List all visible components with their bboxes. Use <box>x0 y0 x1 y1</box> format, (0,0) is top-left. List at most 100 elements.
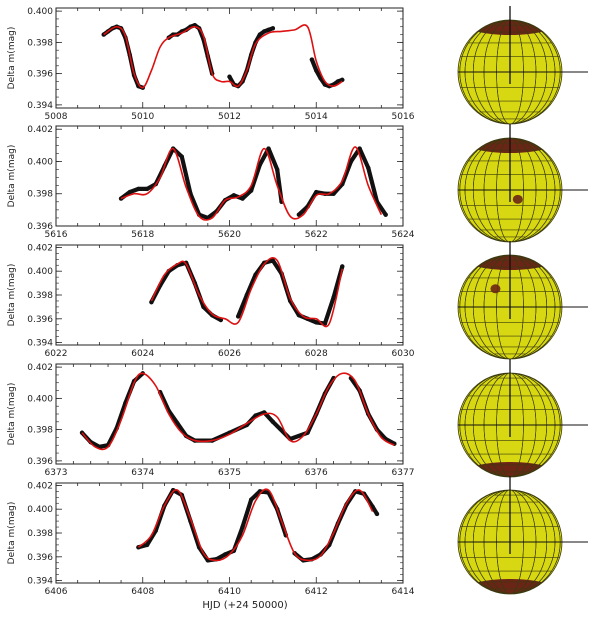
y-tick-label: 0.396 <box>27 457 53 467</box>
x-tick-label: 5624 <box>392 230 415 240</box>
x-tick-label: 6377 <box>392 468 415 478</box>
x-tick-label: 6028 <box>305 349 328 359</box>
observed-point <box>314 68 319 73</box>
y-tick-label: 0.400 <box>27 394 53 404</box>
y-tick-label: 0.402 <box>27 125 53 135</box>
observed-point <box>296 212 302 217</box>
observed-point <box>218 317 224 323</box>
observed-point <box>270 419 276 425</box>
observed-series <box>166 23 215 76</box>
observed-series <box>348 375 397 446</box>
y-tick-label: 0.398 <box>27 38 53 48</box>
model-series <box>150 257 344 328</box>
y-tick-label: 0.398 <box>27 426 53 436</box>
x-tick-label: 5620 <box>218 230 241 240</box>
x-tick-label: 6406 <box>45 587 68 597</box>
observed-point <box>270 26 276 31</box>
y-tick-label: 0.402 <box>27 481 53 491</box>
x-tick-label: 5010 <box>131 112 154 122</box>
star-model-epoch-5 <box>457 476 588 595</box>
observed-point <box>127 189 132 195</box>
y-tick-label: 0.394 <box>27 339 53 349</box>
observed-series <box>292 489 380 563</box>
observed-point <box>179 154 184 159</box>
observed-point <box>144 542 150 548</box>
y-tick-label: 0.394 <box>27 101 53 111</box>
y-axis-label: Delta m(mag) <box>7 383 17 446</box>
observed-point <box>357 146 362 151</box>
observed-point <box>222 552 228 557</box>
star-model-epoch-1 <box>457 6 588 125</box>
x-tick-label: 5616 <box>45 230 68 240</box>
x-tick-label: 5622 <box>305 230 328 240</box>
x-tick-label: 6373 <box>45 468 68 478</box>
model-series <box>81 372 395 451</box>
observed-point <box>266 27 271 33</box>
observed-point <box>235 314 241 319</box>
chart-panel-1: 5008 5010 5012 5014 5016 0.394 0.396 0.398 0.400… <box>7 7 415 122</box>
y-tick-label: 0.402 <box>27 363 53 373</box>
y-tick-label: 0.396 <box>27 315 53 325</box>
observed-point <box>175 421 180 426</box>
y-tick-label: 0.400 <box>27 7 53 17</box>
x-tick-label: 5008 <box>45 112 68 122</box>
x-axis-label: HJD (+24 50000) <box>202 600 287 611</box>
observed-point <box>383 212 388 217</box>
observed-point <box>149 299 154 305</box>
observed-point <box>340 264 345 269</box>
observed-point <box>248 188 254 193</box>
observed-point <box>270 258 276 263</box>
x-tick-label: 5618 <box>131 230 154 240</box>
starspot <box>490 284 501 294</box>
x-tick-label: 5016 <box>392 112 415 122</box>
observed-point <box>257 32 263 37</box>
y-tick-label: 0.396 <box>27 222 53 232</box>
observed-point <box>227 74 232 79</box>
x-tick-label: 6026 <box>218 349 241 359</box>
y-axis-label: Delta m(mag) <box>7 27 17 90</box>
y-tick-label: 0.398 <box>27 529 53 539</box>
model-series <box>120 146 383 221</box>
x-tick-label: 6375 <box>218 468 241 478</box>
observed-point <box>314 320 319 325</box>
observed-series <box>236 258 345 326</box>
observed-point <box>257 162 263 167</box>
plot-frame <box>55 125 404 227</box>
observed-point <box>331 295 336 300</box>
observed-point <box>366 165 371 171</box>
x-tick-label: 6410 <box>218 587 241 597</box>
observed-point <box>309 57 315 62</box>
y-axis-label: Delta m(mag) <box>7 502 17 565</box>
chart-panel-5: 6406 6408 6410 6412 6414 0.394 0.396 0.398 0.400… <box>7 481 415 597</box>
x-tick-label: 5014 <box>305 112 328 122</box>
x-tick-label: 6374 <box>131 468 154 478</box>
y-axis-label: Delta m(mag) <box>7 264 17 327</box>
x-tick-label: 6376 <box>305 468 328 478</box>
observed-point <box>144 186 150 192</box>
observed-point <box>374 511 380 517</box>
plot-frame <box>55 244 404 346</box>
star-model-epoch-3 <box>457 241 588 360</box>
y-tick-label: 0.400 <box>27 267 53 277</box>
y-tick-label: 0.396 <box>27 553 53 563</box>
starspot <box>512 194 523 204</box>
x-tick-label: 6412 <box>305 587 328 597</box>
x-tick-label: 5012 <box>218 112 241 122</box>
model-series <box>103 24 343 89</box>
observed-series <box>118 146 284 221</box>
chart-panel-3: 6022 6024 6026 6028 6030 0.394 0.396 0.398 0.400… <box>7 243 415 359</box>
chart-panel-2: 5616 5618 5620 5622 5624 0.396 0.398 0.400 0.402… <box>7 125 415 240</box>
y-tick-label: 0.398 <box>27 190 53 200</box>
x-tick-label: 6408 <box>131 587 154 597</box>
observed-point <box>240 196 245 201</box>
x-tick-label: 6024 <box>131 349 154 359</box>
y-tick-label: 0.400 <box>27 157 53 167</box>
observed-point <box>136 186 141 192</box>
star-model-epoch-2 <box>457 124 588 243</box>
observed-point <box>262 29 267 34</box>
observed-series <box>101 24 145 90</box>
observed-point <box>275 167 280 172</box>
chart-panel-4: 6373 6374 6375 6376 6377 0.396 0.398 0.400 0.402… <box>7 363 414 478</box>
y-axis-label: Delta m(mag) <box>7 145 17 208</box>
y-tick-label: 0.400 <box>27 505 53 515</box>
